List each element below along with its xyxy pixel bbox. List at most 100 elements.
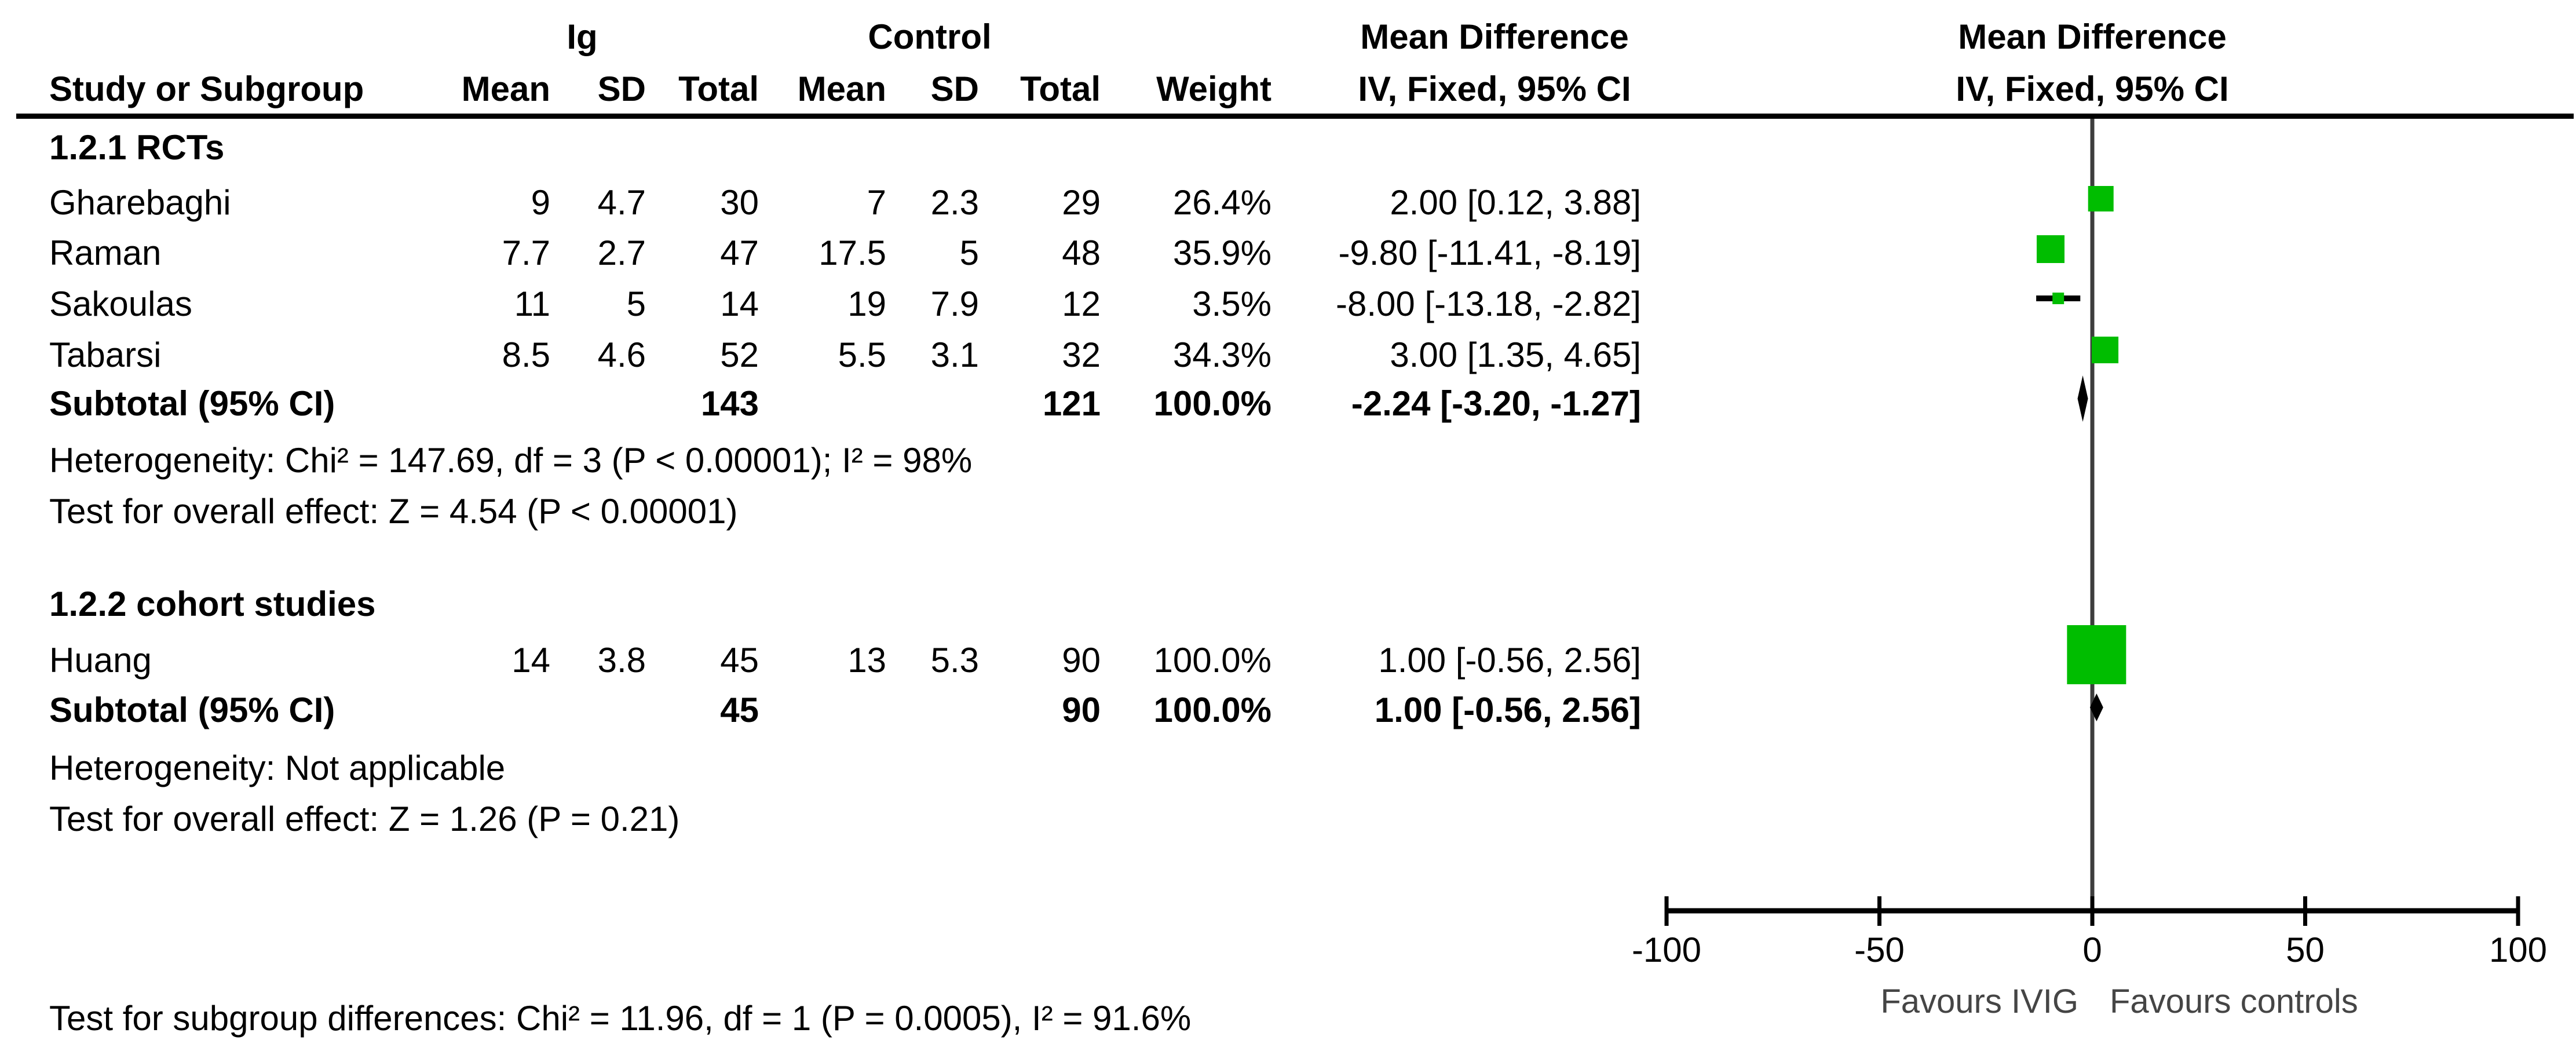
header-col-ig-total: Total bbox=[678, 70, 759, 108]
note-text: Test for overall effect: Z = 4.54 (P < 0… bbox=[49, 492, 738, 531]
header-col-control-mean: Mean bbox=[797, 70, 886, 108]
ig-mean: 11 bbox=[514, 284, 550, 323]
note-text: Heterogeneity: Chi² = 147.69, df = 3 (P … bbox=[49, 441, 973, 480]
control-sd: 3.1 bbox=[930, 335, 979, 374]
weight: 34.3% bbox=[1172, 335, 1271, 374]
study-name: Tabarsi bbox=[49, 335, 162, 374]
study-name: Sakoulas bbox=[49, 284, 192, 323]
effect-square-raman bbox=[2036, 235, 2065, 263]
effect-ci: -9.80 [-11.41, -8.19] bbox=[1338, 233, 1641, 272]
header-col-weight: Weight bbox=[1156, 70, 1271, 108]
effect-ci: -2.24 [-3.20, -1.27] bbox=[1351, 384, 1641, 423]
subtotal-label: Subtotal (95% CI) bbox=[49, 384, 335, 423]
header-group-control: Control bbox=[868, 17, 992, 56]
header-group-ig: Ig bbox=[567, 17, 598, 56]
study-name: Raman bbox=[49, 233, 162, 272]
control-sd: 5.3 bbox=[930, 641, 979, 680]
ig-total: 143 bbox=[700, 384, 759, 423]
weight: 3.5% bbox=[1192, 284, 1271, 323]
subgroup-title-cohort: 1.2.2 cohort studies bbox=[0, 579, 1680, 630]
overall-effect-note-rcts: Test for overall effect: Z = 4.54 (P < 0… bbox=[0, 486, 1680, 537]
effect-ci: -8.00 [-13.18, -2.82] bbox=[1336, 284, 1641, 323]
header-col-ig-sd: SD bbox=[597, 70, 646, 108]
study-name: Huang bbox=[49, 641, 152, 680]
note-text: Test for overall effect: Z = 1.26 (P = 0… bbox=[49, 800, 680, 838]
subgroup-label: 1.2.2 cohort studies bbox=[49, 585, 376, 623]
table-row-gharebaghi: Gharebaghi 9 4.7 30 7 2.3 29 26.4% 2.00 … bbox=[0, 177, 1680, 228]
header-plot-title: Mean Difference bbox=[1958, 17, 2227, 56]
study-name: Gharebaghi bbox=[49, 183, 231, 222]
ig-sd: 4.7 bbox=[597, 183, 646, 222]
control-mean: 5.5 bbox=[838, 335, 886, 374]
header-effect-title: Mean Difference bbox=[1360, 17, 1629, 56]
weight: 100.0% bbox=[1153, 641, 1272, 680]
effect-square-huang bbox=[2067, 625, 2126, 684]
overall-effect-note-cohort: Test for overall effect: Z = 1.26 (P = 0… bbox=[0, 794, 1680, 845]
control-mean: 13 bbox=[847, 641, 886, 680]
header-col-study: Study or Subgroup bbox=[49, 70, 364, 108]
heterogeneity-note-rcts: Heterogeneity: Chi² = 147.69, df = 3 (P … bbox=[0, 435, 1680, 486]
ig-mean: 8.5 bbox=[502, 335, 550, 374]
weight: 100.0% bbox=[1153, 691, 1272, 729]
subtotal-label: Subtotal (95% CI) bbox=[49, 691, 335, 729]
header-divider-line bbox=[16, 114, 2574, 119]
control-total: 32 bbox=[1062, 335, 1101, 374]
favours-left-label: Favours IVIG bbox=[1880, 983, 2078, 1020]
control-total: 90 bbox=[1062, 641, 1101, 680]
effect-ci: 2.00 [0.12, 3.88] bbox=[1390, 183, 1641, 222]
weight: 35.9% bbox=[1172, 233, 1271, 272]
weight: 26.4% bbox=[1172, 183, 1271, 222]
subgroup-title-rcts: 1.2.1 RCTs bbox=[0, 122, 1680, 173]
effect-ci: 1.00 [-0.56, 2.56] bbox=[1374, 691, 1641, 729]
note-text: Heterogeneity: Not applicable bbox=[49, 749, 506, 787]
effect-square-tabarsi bbox=[2092, 337, 2119, 363]
weight: 100.0% bbox=[1153, 384, 1272, 423]
x-axis-tick-label: -100 bbox=[1632, 930, 1701, 969]
header-plot-subtitle: IV, Fixed, 95% CI bbox=[1956, 70, 2229, 108]
control-total: 29 bbox=[1062, 183, 1101, 222]
header-col-control-total: Total bbox=[1020, 70, 1101, 108]
ig-mean: 14 bbox=[511, 641, 550, 680]
ig-sd: 5 bbox=[626, 284, 646, 323]
ig-total: 30 bbox=[720, 183, 759, 222]
ig-total: 14 bbox=[720, 284, 759, 323]
subtotal-row-cohort: Subtotal (95% CI) 45 90 100.0% 1.00 [-0.… bbox=[0, 685, 1680, 736]
header-effect-subtitle: IV, Fixed, 95% CI bbox=[1358, 70, 1631, 108]
table-row-raman: Raman 7.7 2.7 47 17.5 5 48 35.9% -9.80 [… bbox=[0, 228, 1680, 279]
effect-square-gharebaghi bbox=[2088, 186, 2114, 211]
table-row-sakoulas: Sakoulas 11 5 14 19 7.9 12 3.5% -8.00 [-… bbox=[0, 279, 1680, 330]
x-axis-tick-label: -50 bbox=[1854, 930, 1905, 969]
header-col-control-sd: SD bbox=[930, 70, 979, 108]
note-text: Test for subgroup differences: Chi² = 11… bbox=[49, 999, 1192, 1038]
ig-sd: 4.6 bbox=[597, 335, 646, 374]
ig-total: 47 bbox=[720, 233, 759, 272]
ig-sd: 2.7 bbox=[597, 233, 646, 272]
control-sd: 5 bbox=[959, 233, 979, 272]
effect-square-sakoulas bbox=[2052, 293, 2065, 304]
favours-right-label: Favours controls bbox=[2110, 983, 2358, 1020]
ig-total: 52 bbox=[720, 335, 759, 374]
ig-sd: 3.8 bbox=[597, 641, 646, 680]
control-sd: 2.3 bbox=[930, 183, 979, 222]
x-axis-tick-label: 50 bbox=[2286, 930, 2325, 969]
control-total: 90 bbox=[1062, 691, 1101, 729]
x-axis-tick-label: 0 bbox=[2082, 930, 2102, 969]
control-mean: 19 bbox=[847, 284, 886, 323]
header-col-ig-mean: Mean bbox=[461, 70, 550, 108]
control-mean: 17.5 bbox=[819, 233, 886, 272]
pooled-diamond-subtotal-rcts bbox=[2077, 375, 2088, 422]
control-sd: 7.9 bbox=[930, 284, 979, 323]
ig-mean: 7.7 bbox=[502, 233, 550, 272]
table-row-tabarsi: Tabarsi 8.5 4.6 52 5.5 3.1 32 34.3% 3.00… bbox=[0, 330, 1680, 381]
control-total: 12 bbox=[1062, 284, 1101, 323]
control-total: 121 bbox=[1042, 384, 1101, 423]
pooled-diamond-subtotal-cohort-studies bbox=[2089, 694, 2103, 721]
effect-ci: 1.00 [-0.56, 2.56] bbox=[1378, 641, 1641, 680]
ig-total: 45 bbox=[720, 641, 759, 680]
effect-ci: 3.00 [1.35, 4.65] bbox=[1390, 335, 1641, 374]
subgroup-label: 1.2.1 RCTs bbox=[49, 128, 225, 167]
heterogeneity-note-cohort: Heterogeneity: Not applicable bbox=[0, 743, 1680, 794]
control-total: 48 bbox=[1062, 233, 1101, 272]
